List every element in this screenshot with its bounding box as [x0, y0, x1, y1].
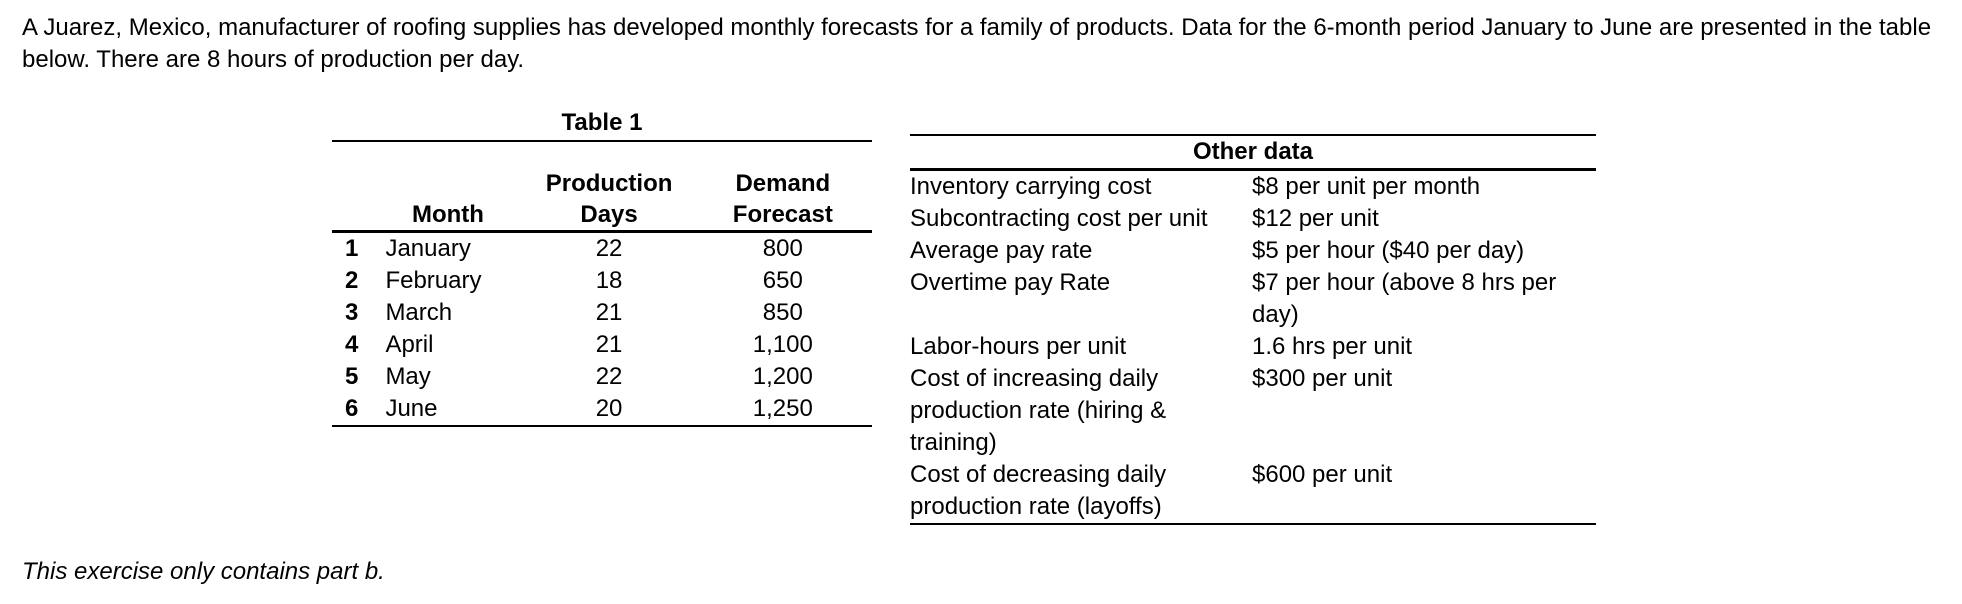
- table-row: 4 April 21 1,100: [332, 329, 872, 361]
- table-row: Labor-hours per unit 1.6 hrs per unit: [910, 331, 1596, 363]
- table1-caption: Table 1: [561, 109, 643, 136]
- row-label: Inventory carrying cost: [910, 173, 1152, 200]
- row-days: 20: [595, 395, 623, 422]
- row-days: 21: [595, 299, 623, 326]
- row-demand: 1,250: [752, 395, 813, 422]
- row-label: Labor-hours per unit: [910, 333, 1127, 360]
- row-demand: 650: [762, 267, 803, 294]
- table-row: 1 January 22 800: [332, 232, 872, 266]
- table-row: Subcontracting cost per unit $12 per uni…: [910, 203, 1596, 235]
- header-blank: [332, 199, 372, 233]
- row-number: 4: [345, 331, 359, 358]
- row-number: 2: [345, 267, 359, 294]
- other-data-table: Other data Inventory carrying cost $8 pe…: [910, 134, 1596, 525]
- row-value: $8 per unit per month: [1252, 173, 1481, 200]
- footnote: This exercise only contains part b.: [22, 558, 385, 585]
- row-month: February: [385, 267, 482, 294]
- table-row: Average pay rate $5 per hour ($40 per da…: [910, 235, 1596, 267]
- row-label: Average pay rate: [910, 237, 1093, 264]
- table-row: 2 February 18 650: [332, 265, 872, 297]
- row-value: 1.6 hrs per unit: [1252, 333, 1413, 360]
- problem-intro: A Juarez, Mexico, manufacturer of roofin…: [22, 14, 1932, 73]
- row-month: June: [385, 395, 438, 422]
- row-demand: 1,200: [752, 363, 813, 390]
- row-days: 22: [595, 235, 623, 262]
- row-value: $600 per unit: [1252, 461, 1393, 488]
- row-value: $300 per unit: [1252, 365, 1393, 392]
- forecast-table: Production Demand Month Days Forecast 1 …: [332, 140, 872, 427]
- row-number: 3: [345, 299, 359, 326]
- table-row: 5 May 22 1,200: [332, 361, 872, 393]
- row-month: May: [385, 363, 431, 390]
- header-production: Production: [545, 170, 673, 197]
- header-demand: Demand: [735, 170, 831, 197]
- row-label: Cost of decreasing daily production rate…: [910, 461, 1167, 520]
- row-label: Cost of increasing daily production rate…: [910, 365, 1167, 456]
- table-row: 6 June 20 1,250: [332, 393, 872, 426]
- row-demand: 800: [762, 235, 803, 262]
- row-value: $7 per hour (above 8 hrs per day): [1252, 269, 1557, 328]
- row-number: 5: [345, 363, 359, 390]
- other-data-title: Other data: [910, 135, 1596, 171]
- header-month: Month: [371, 199, 525, 233]
- table-row: 3 March 21 850: [332, 297, 872, 329]
- row-days: 18: [595, 267, 623, 294]
- row-demand: 850: [762, 299, 803, 326]
- row-days: 21: [595, 331, 623, 358]
- table-row: Cost of decreasing daily production rate…: [910, 459, 1596, 524]
- row-number: 6: [345, 395, 359, 422]
- header-blank: [332, 141, 371, 199]
- row-days: 22: [595, 363, 623, 390]
- header-blank: [371, 141, 524, 199]
- row-value: $5 per hour ($40 per day): [1252, 237, 1525, 264]
- table-row: Inventory carrying cost $8 per unit per …: [910, 170, 1596, 204]
- row-demand: 1,100: [752, 331, 813, 358]
- table-row: Cost of increasing daily production rate…: [910, 363, 1596, 459]
- header-days: Days: [524, 199, 694, 233]
- row-month: April: [385, 331, 434, 358]
- table-row: Overtime pay Rate $7 per hour (above 8 h…: [910, 267, 1596, 331]
- header-forecast: Forecast: [693, 199, 872, 233]
- row-label: Subcontracting cost per unit: [910, 205, 1208, 232]
- row-number: 1: [345, 235, 359, 262]
- row-label: Overtime pay Rate: [910, 269, 1111, 296]
- row-month: January: [385, 235, 471, 262]
- row-value: $12 per unit: [1252, 205, 1379, 232]
- row-month: March: [385, 299, 453, 326]
